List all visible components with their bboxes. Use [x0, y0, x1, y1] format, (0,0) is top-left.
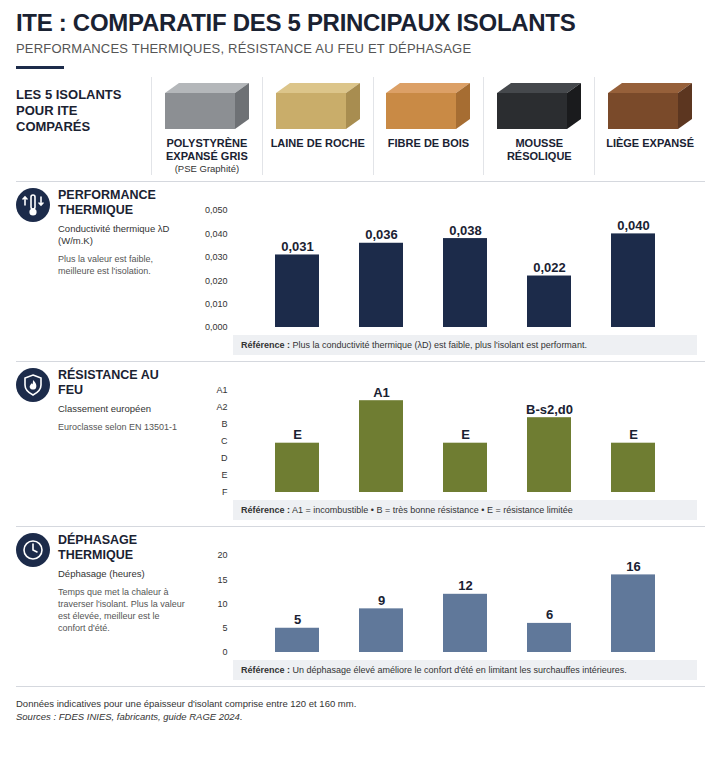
svg-text:A2: A2: [216, 402, 227, 412]
svg-text:A1: A1: [373, 385, 390, 400]
svg-text:0,040: 0,040: [205, 229, 228, 239]
svg-text:0,022: 0,022: [533, 260, 566, 275]
svg-text:0,038: 0,038: [449, 223, 482, 238]
svg-text:0,010: 0,010: [205, 299, 228, 309]
svg-text:E: E: [293, 427, 302, 442]
html-text:MOUSSE RÉSOLIQUE: MOUSSE RÉSOLIQUE: [506, 137, 572, 162]
html-text:LES 5 ISOLANTS POUR ITE COMPAR: LES 5 ISOLANTS POUR ITE COMPARÉS: [16, 87, 122, 134]
html-text:Euroclasse selon EN 13501-1: Euroclasse selon EN 13501-1: [58, 422, 178, 432]
html-text:Référence : A1 = incombustible: Référence : A1 = incombustible • B = trè…: [241, 505, 573, 515]
html-text:FIBRE DE BOIS: FIBRE DE BOIS: [387, 137, 470, 149]
svg-text:0,036: 0,036: [365, 227, 398, 242]
svg-text:D: D: [221, 453, 228, 463]
svg-text:10: 10: [217, 599, 227, 609]
html-text:LIÈGE EXPANSÉ: LIÈGE EXPANSÉ: [606, 137, 694, 149]
svg-text:0,050: 0,050: [205, 205, 228, 215]
svg-text:6: 6: [546, 607, 553, 622]
svg-text:5: 5: [222, 623, 227, 633]
html-text:Conductivité thermique λD (W/m: Conductivité thermique λD (W/m.K): [58, 223, 170, 246]
svg-text:0,000: 0,000: [205, 322, 228, 332]
svg-text:15: 15: [217, 575, 227, 585]
svg-text:0: 0: [222, 647, 227, 657]
svg-text:12: 12: [458, 578, 472, 593]
html-text:(PSE Graphité): (PSE Graphité): [174, 163, 240, 174]
html-text:PERFORMANCE THERMIQUE: PERFORMANCE THERMIQUE: [58, 188, 156, 217]
html-text:PERFORMANCES THERMIQUES, RÉSIS: PERFORMANCES THERMIQUES, RÉSISTANCE AU F…: [16, 41, 472, 56]
html-text:Données indicatives pour une é: Données indicatives pour une épaisseur d…: [16, 698, 357, 709]
svg-text:0,020: 0,020: [205, 276, 228, 286]
html-text:RÉSISTANCE AU FEU: RÉSISTANCE AU FEU: [58, 368, 159, 397]
svg-text:E: E: [461, 427, 470, 442]
svg-text:B-s2,d0: B-s2,d0: [526, 402, 573, 417]
html-text:Sources : FDES INIES, fabrican: Sources : FDES INIES, fabricants, guide …: [16, 711, 243, 722]
html-text:Référence : Un déphasage élevé: Référence : Un déphasage élevé améliore …: [241, 665, 627, 675]
svg-text:C: C: [221, 436, 228, 446]
html-text:POLYSTYRÈNE EXPANSÉ GRIS: POLYSTYRÈNE EXPANSÉ GRIS: [166, 137, 248, 162]
svg-text:0,040: 0,040: [617, 218, 650, 233]
svg-text:E: E: [221, 470, 227, 480]
svg-text:0,030: 0,030: [205, 252, 228, 262]
svg-text:A1: A1: [216, 385, 227, 395]
html-text:Temps que met la chaleur à tra: Temps que met la chaleur à traverser l'i…: [58, 587, 185, 633]
html-text:LAINE DE ROCHE: LAINE DE ROCHE: [270, 137, 365, 149]
svg-text:5: 5: [294, 612, 301, 627]
svg-text:16: 16: [626, 559, 640, 574]
html-text:DÉPHASAGE THERMIQUE: DÉPHASAGE THERMIQUE: [58, 533, 138, 562]
svg-text:F: F: [222, 487, 228, 497]
svg-text:E: E: [629, 427, 638, 442]
html-text:Déphasage (heures): Déphasage (heures): [58, 568, 145, 579]
svg-text:9: 9: [378, 593, 385, 608]
svg-text:B: B: [221, 419, 227, 429]
html-text:ITE : COMPARATIF DES 5 PRINCIP: ITE : COMPARATIF DES 5 PRINCIPAUX ISOLAN…: [16, 9, 576, 36]
html-text:Classement européen: Classement européen: [58, 403, 151, 414]
svg-text:20: 20: [217, 550, 227, 560]
html-text:Référence : Plus la conductivi: Référence : Plus la conductivité thermiq…: [241, 340, 587, 350]
html-text:Plus la valeur est faible, mei: Plus la valeur est faible, meilleure est…: [58, 254, 154, 276]
svg-text:0,031: 0,031: [281, 239, 314, 254]
